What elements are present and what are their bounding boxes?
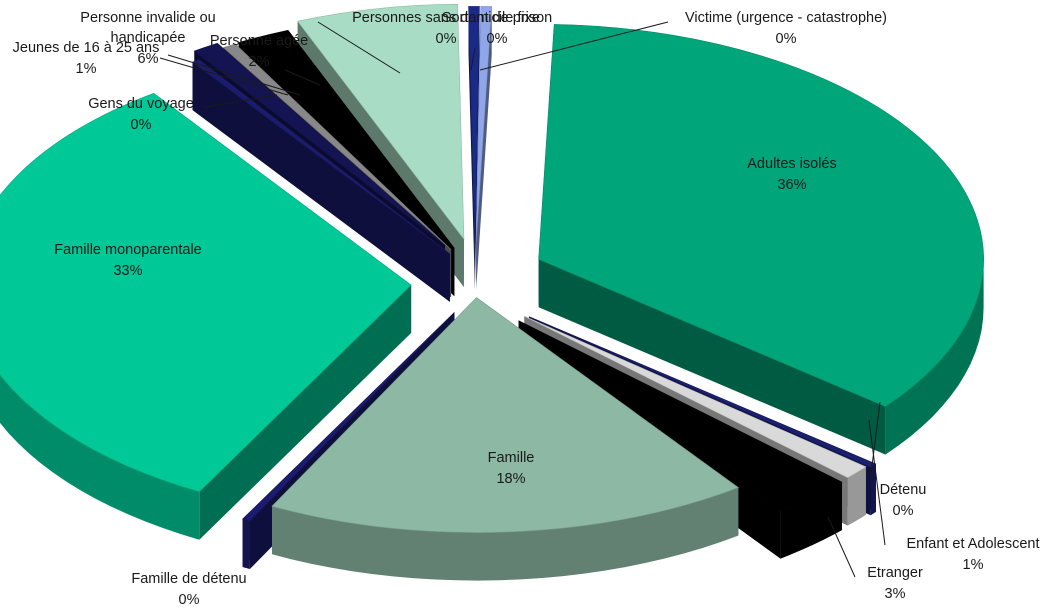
slice-rim <box>780 482 842 559</box>
slice-wall <box>538 259 886 455</box>
slice-top <box>193 42 446 246</box>
slice-rim <box>0 374 200 540</box>
slice-label-adultes-isoles: Adultes isolés <box>747 156 836 172</box>
leader-line-enfant-et-adolescent <box>868 419 886 546</box>
slice-value-famille-de-detenu: 0% <box>179 592 200 608</box>
slice-label-personne-invalide-ou-handicapee: Personne invalide ou <box>80 10 215 26</box>
leader-line-detenu <box>869 401 881 483</box>
leader-line-gens-du-voyage <box>204 94 278 108</box>
pie-slices <box>0 3 984 581</box>
leader-line-etranger <box>827 516 856 578</box>
slice-top <box>0 92 412 493</box>
slice-wall <box>199 59 450 302</box>
slice-rim <box>870 463 876 516</box>
slice-sortant-de-prison <box>468 6 480 290</box>
slice-top <box>468 6 480 242</box>
slice-value-jeunes-de-16-a-25-ans: 1% <box>76 61 97 77</box>
slice-label-etranger: Etranger <box>867 565 923 581</box>
slice-top <box>242 312 455 522</box>
slice-wall <box>468 6 475 290</box>
slice-label-famille: Famille <box>488 450 535 466</box>
slice-top <box>518 320 843 512</box>
slice-wall <box>199 285 412 540</box>
slice-rim <box>847 466 866 526</box>
leader-line-jeunes-de-16-a-25-ans <box>159 57 289 96</box>
slice-label-jeunes-de-16-a-25-ans: Jeunes de 16 à 25 ans <box>13 40 160 56</box>
slice-top <box>222 43 452 250</box>
slice-value-detenu: 0% <box>893 503 914 519</box>
slice-value-personne-invalide-ou-handicapee: 6% <box>138 51 159 67</box>
slice-label-famille-de-detenu: Famille de détenu <box>131 571 246 587</box>
slice-gens-du-voyage <box>191 59 451 302</box>
slice-value-famille-monoparentale: 33% <box>113 263 142 279</box>
slice-value-victime-urgence-catastrophe: 0% <box>776 31 797 47</box>
slice-victime-urgence-catastrophe <box>475 6 493 290</box>
slice-value-enfant-et-adolescent: 1% <box>963 557 984 573</box>
slice-top <box>524 315 867 478</box>
slice-value-sortant-de-prison: 0% <box>487 31 508 47</box>
slice-adultes-isoles <box>538 24 984 455</box>
leader-line-victime-urgence-catastrophe <box>479 21 669 71</box>
slice-famille <box>271 297 739 581</box>
slice-value-personne-agee: 2% <box>249 54 270 70</box>
slice-value-adultes-isoles: 36% <box>777 177 806 193</box>
slice-wall <box>476 6 492 290</box>
slice-labels: Adultes isolés 36% Détenu 0% Enfant et Adole… <box>13 10 1040 608</box>
slice-rim <box>242 519 250 569</box>
slice-label-personnes-sans-domicile-fixe: Personnes sans domicile fixe <box>352 10 540 26</box>
slice-label-detenu: Détenu <box>880 482 927 498</box>
slice-label-sortant-de-prison: Sortant de prison <box>442 10 552 26</box>
slice-top <box>475 6 493 242</box>
slice-label-victime-urgence-catastrophe: Victime (urgence - catastrophe) <box>685 10 887 26</box>
leader-line-personne-invalide-ou-handicapee <box>167 54 301 96</box>
leader-line-sortant-de-prison <box>470 47 476 71</box>
slice-rim <box>272 487 739 581</box>
slice-value-gens-du-voyage: 0% <box>131 117 152 133</box>
slice-top <box>297 3 465 241</box>
slice-value-famille: 18% <box>496 471 525 487</box>
slice-label-gens-du-voyage: Gens du voyage <box>88 96 194 112</box>
slice-label-personne-invalide-ou-handicapee: handicapée <box>111 30 186 46</box>
slice-famille-monoparentale <box>0 92 412 540</box>
slice-rim <box>885 259 984 455</box>
slice-value-etranger: 3% <box>885 586 906 602</box>
slice-label-enfant-et-adolescent: Enfant et Adolescent <box>906 536 1039 552</box>
leader-line-personnes-sans-domicile-fixe <box>317 21 401 74</box>
slice-top <box>238 29 455 249</box>
leader-lines <box>159 21 886 578</box>
slice-top <box>538 24 984 407</box>
leader-line-personne-agee <box>284 69 321 86</box>
slice-label-personne-agee: Personne agée <box>210 33 308 49</box>
slice-label-famille-monoparentale: Famille monoparentale <box>54 242 202 258</box>
slice-top <box>529 316 877 468</box>
slice-top <box>271 297 739 533</box>
slice-value-personnes-sans-domicile-fixe: 0% <box>436 31 457 47</box>
